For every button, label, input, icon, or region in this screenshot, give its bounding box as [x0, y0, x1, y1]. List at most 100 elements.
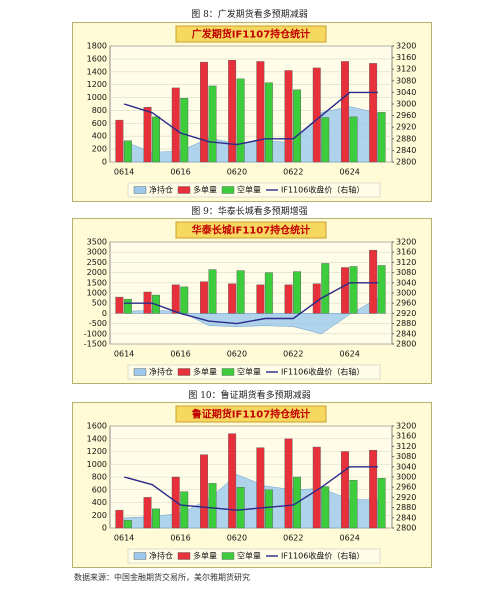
y2-tick-label: 2880 [396, 503, 416, 512]
bar [180, 491, 189, 529]
y-tick-label: 1600 [87, 54, 107, 63]
legend-swatch [221, 186, 235, 194]
legend-box [127, 364, 381, 380]
legend-label: 净持仓 [149, 185, 173, 195]
y-tick-label: 500 [92, 299, 107, 308]
y2-tick-label: 2920 [396, 309, 416, 318]
legend-box [127, 182, 381, 198]
y2-tick-label: 2840 [396, 146, 416, 155]
x-tick-label: 0622 [283, 534, 303, 543]
bar [349, 116, 358, 163]
bar [180, 286, 189, 314]
bar [341, 61, 349, 163]
bar [236, 486, 245, 529]
y2-tick-label: 3160 [396, 432, 416, 441]
y2-tick-label: 2920 [396, 123, 416, 132]
y2-tick-label: 2880 [396, 134, 416, 143]
y-tick-label: -1000 [84, 329, 107, 338]
bar [369, 450, 378, 529]
bar [152, 116, 161, 163]
bar [256, 447, 265, 529]
bar [236, 270, 245, 314]
y2-tick-label: 2880 [396, 319, 416, 328]
y-tick-label: 200 [92, 145, 107, 154]
bar [115, 296, 124, 314]
bar [284, 70, 293, 163]
legend-swatch [221, 368, 235, 376]
y-tick-label: 1200 [87, 447, 107, 456]
legend-swatch [221, 552, 235, 560]
chart-title: 鲁证期货IF1107持仓统计 [191, 408, 310, 421]
legend-swatch [177, 186, 191, 194]
y-tick-label: 1400 [87, 67, 107, 76]
bar [228, 283, 237, 314]
x-tick-label: 0620 [227, 534, 247, 543]
legend-label: 多单量 [193, 367, 217, 377]
y2-tick-label: 3080 [396, 268, 416, 277]
y-tick-label: -500 [89, 319, 107, 328]
y-tick-label: 0 [102, 309, 107, 318]
y2-tick-label: 2960 [396, 111, 416, 120]
y-tick-label: 400 [92, 132, 107, 141]
title-box [175, 221, 327, 239]
y2-tick-label: 2960 [396, 299, 416, 308]
legend-label: 空单量 [237, 551, 261, 561]
bar [264, 272, 273, 314]
y2-tick-label: 3160 [396, 248, 416, 257]
x-tick-label: 0616 [170, 168, 190, 177]
figure-caption: 图 9：华泰长城看多预期增强 [191, 207, 308, 217]
title-box [175, 25, 327, 43]
y-tick-label: 200 [92, 511, 107, 520]
bar [228, 59, 237, 163]
bar [312, 283, 321, 314]
bar [293, 89, 302, 163]
y2-tick-label: 2840 [396, 329, 416, 338]
y-tick-label: 1200 [87, 80, 107, 89]
x-tick-label: 0614 [114, 534, 134, 543]
x-tick-label: 0616 [170, 350, 190, 359]
y-tick-label: 1500 [87, 278, 107, 287]
x-tick-label: 0614 [114, 168, 134, 177]
bar [171, 476, 180, 529]
y2-tick-label: 2920 [396, 493, 416, 502]
price-line [124, 282, 378, 325]
y-tick-label: 1000 [87, 460, 107, 469]
legend-label: 多单量 [193, 551, 217, 561]
bar [171, 284, 180, 314]
bar [321, 263, 330, 314]
bar [208, 483, 217, 529]
bar [377, 112, 386, 163]
y-tick-label: 1000 [87, 289, 107, 298]
y-tick-label: 600 [92, 485, 107, 494]
bar [123, 298, 132, 314]
bar [236, 78, 245, 163]
bar [264, 82, 273, 163]
legend-label: 净持仓 [149, 551, 173, 561]
bar [199, 454, 208, 529]
bar [123, 140, 132, 163]
bar [256, 284, 265, 314]
bar [349, 266, 358, 314]
legend-label: IF1106收盘价（右轴） [281, 185, 364, 195]
bar [199, 61, 208, 163]
y2-tick-label: 3000 [396, 100, 416, 109]
y-tick-label: 2500 [87, 258, 107, 267]
bar [284, 284, 293, 314]
x-tick-label: 0622 [283, 168, 303, 177]
x-tick-label: 0616 [170, 534, 190, 543]
bar [143, 107, 152, 163]
bar [341, 451, 349, 529]
bar [208, 85, 217, 163]
y-tick-label: 400 [92, 498, 107, 507]
bar [143, 497, 152, 529]
y2-tick-label: 3160 [396, 53, 416, 62]
legend-label: 净持仓 [149, 367, 173, 377]
y-tick-label: 800 [92, 473, 107, 482]
bar [369, 63, 378, 163]
bar [123, 520, 132, 529]
y2-tick-label: 3120 [396, 65, 416, 74]
y-tick-label: -1500 [84, 340, 107, 349]
y-tick-label: 600 [92, 119, 107, 128]
